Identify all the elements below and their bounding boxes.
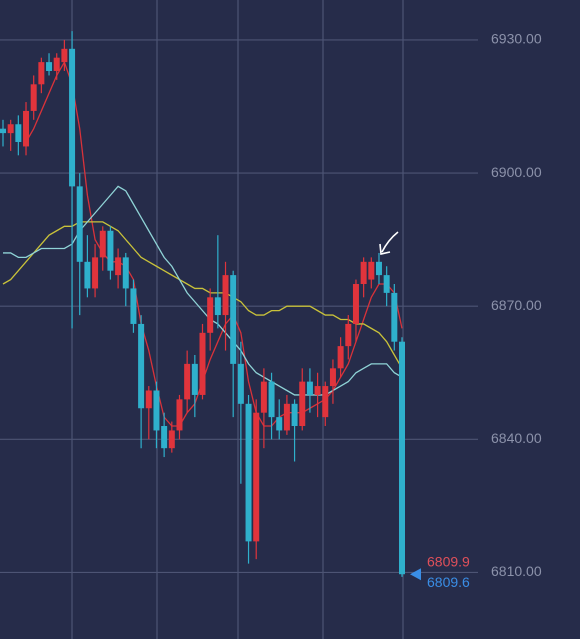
candle-body bbox=[214, 297, 221, 316]
candle-body bbox=[360, 261, 367, 284]
candle-body bbox=[276, 417, 283, 431]
candle-body bbox=[207, 297, 214, 333]
candle-body bbox=[337, 346, 344, 369]
y-tick-label: 6810.00 bbox=[491, 563, 542, 579]
candle-body bbox=[314, 386, 321, 395]
candle-body bbox=[138, 323, 145, 409]
price-marker bbox=[410, 568, 421, 581]
candle-body bbox=[368, 261, 375, 280]
candle-body bbox=[399, 341, 405, 575]
candle-body bbox=[268, 381, 275, 418]
moving-average-line bbox=[25, 60, 403, 427]
candle-body bbox=[99, 230, 106, 258]
price-labels: 6809.9 6809.6 bbox=[410, 554, 470, 590]
candle-body bbox=[84, 261, 91, 289]
candle-body bbox=[375, 261, 382, 276]
candles bbox=[0, 31, 405, 577]
candle-body bbox=[76, 186, 83, 262]
candle-body bbox=[329, 368, 336, 387]
candle-body bbox=[176, 399, 183, 431]
y-tick-label: 6930.00 bbox=[491, 31, 542, 47]
candle-body bbox=[161, 426, 168, 449]
candle-body bbox=[230, 275, 237, 364]
candle-body bbox=[345, 323, 352, 347]
candle-body bbox=[184, 363, 191, 400]
candle-body bbox=[53, 57, 60, 71]
candle-body bbox=[92, 257, 99, 289]
candle-body bbox=[191, 363, 198, 395]
candle-body bbox=[222, 275, 229, 316]
axis-labels: 6810.00 6840.00 6870.00 6900.00 6930.00 bbox=[491, 31, 542, 580]
y-tick-label: 6840.00 bbox=[491, 430, 542, 446]
vertical-grid bbox=[71, 0, 404, 639]
candle-body bbox=[122, 257, 129, 289]
candle-body bbox=[306, 381, 313, 395]
candle-body bbox=[291, 403, 298, 426]
candle-body bbox=[23, 110, 30, 147]
candle-body bbox=[38, 62, 45, 85]
y-tick-label: 6900.00 bbox=[491, 164, 542, 180]
candle-body bbox=[391, 292, 398, 342]
candle-body bbox=[237, 363, 244, 404]
candle-body bbox=[199, 332, 206, 395]
candle-body bbox=[130, 288, 137, 324]
candle-body bbox=[69, 48, 76, 187]
candle-body bbox=[7, 124, 14, 134]
arrow-annotation bbox=[379, 231, 399, 255]
moving-averages bbox=[2, 60, 403, 427]
candle-body bbox=[322, 386, 329, 418]
candle-body bbox=[30, 84, 37, 111]
candle-body bbox=[145, 390, 152, 409]
candle-body bbox=[153, 390, 160, 431]
price-label: 6809.6 bbox=[427, 574, 470, 590]
candle-body bbox=[46, 62, 53, 71]
moving-average-line bbox=[2, 221, 403, 369]
candle-body bbox=[245, 403, 252, 542]
candle-body bbox=[61, 48, 68, 63]
candle-body bbox=[168, 430, 175, 449]
moving-average-line bbox=[3, 185, 403, 396]
candle-body bbox=[15, 124, 22, 142]
candle-body bbox=[115, 257, 122, 276]
candle-body bbox=[299, 381, 306, 426]
candle-body bbox=[352, 284, 359, 324]
candle-body bbox=[383, 275, 390, 293]
candle-body bbox=[253, 412, 260, 542]
candle-body bbox=[0, 128, 6, 134]
candle-body bbox=[283, 403, 290, 431]
y-tick-label: 6870.00 bbox=[491, 297, 542, 313]
price-label: 6809.9 bbox=[427, 554, 470, 570]
candle-body bbox=[107, 230, 114, 271]
grid bbox=[0, 39, 478, 574]
candle-body bbox=[260, 381, 267, 413]
